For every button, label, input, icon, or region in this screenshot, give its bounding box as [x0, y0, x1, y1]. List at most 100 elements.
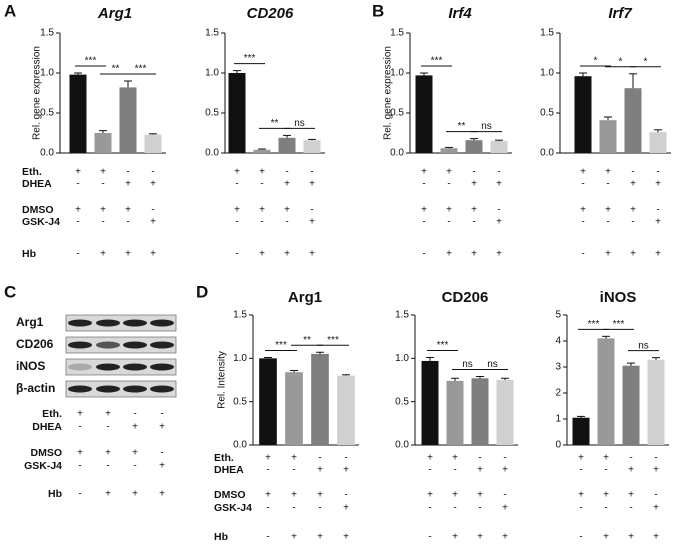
- treatment-sign: +: [427, 490, 433, 501]
- bar: [446, 380, 464, 445]
- treatment-sign: -: [428, 532, 431, 543]
- y-tick-label: 1.5: [205, 28, 219, 39]
- bar: [465, 140, 483, 153]
- treatment-sign: -: [76, 179, 79, 190]
- chart-title: iNOS: [600, 289, 637, 306]
- y-tick-label: 0.5: [395, 396, 409, 407]
- treatment-sign: -: [497, 167, 500, 178]
- bar: [278, 137, 296, 153]
- treatment-sign: +: [150, 217, 156, 228]
- y-tick-label: 4: [555, 336, 561, 347]
- y-tick-label: 1: [555, 414, 561, 425]
- treatment-sign: -: [631, 167, 634, 178]
- treatment-sign: -: [453, 465, 456, 476]
- significance-label: ns: [462, 359, 473, 370]
- treatment-sign: +: [628, 490, 634, 501]
- treatment-sign: -: [422, 249, 425, 260]
- treatment-sign: +: [628, 532, 634, 543]
- treatment-sign: -: [101, 217, 104, 228]
- y-tick-label: 3: [555, 362, 561, 373]
- treatment-sign: -: [260, 179, 263, 190]
- treatment-sign: +: [259, 167, 265, 178]
- blot-band: [96, 341, 120, 349]
- treatment-sign: -: [106, 422, 109, 433]
- treatment-sign: +: [628, 465, 634, 476]
- treatment-sign: +: [496, 179, 502, 190]
- y-tick-label: 5: [555, 310, 561, 321]
- treatment-sign: -: [126, 167, 129, 178]
- treatment-sign: +: [630, 205, 636, 216]
- treatment-label: Hb: [22, 248, 36, 260]
- treatment-sign: +: [578, 453, 584, 464]
- treatment-sign: -: [344, 490, 347, 501]
- treatment-sign: -: [235, 249, 238, 260]
- treatment-label: Eth.: [214, 452, 234, 464]
- treatment-sign: +: [477, 465, 483, 476]
- treatment-sign: -: [318, 453, 321, 464]
- significance-label: ***: [327, 335, 339, 346]
- blot-band: [123, 341, 147, 349]
- significance-label: *: [594, 56, 598, 67]
- treatment-sign: +: [421, 205, 427, 216]
- treatment-sign: -: [629, 453, 632, 464]
- treatment-sign: +: [265, 490, 271, 501]
- treatment-sign: -: [579, 503, 582, 514]
- significance-label: ns: [294, 118, 305, 129]
- blot-band: [150, 319, 174, 327]
- treatment-sign: +: [259, 249, 265, 260]
- treatment-label: DMSO: [214, 489, 246, 501]
- panel-letter: C: [4, 282, 16, 301]
- treatment-label: Eth.: [42, 408, 62, 420]
- treatment-sign: +: [502, 532, 508, 543]
- bar: [415, 75, 433, 153]
- treatment-sign: +: [234, 205, 240, 216]
- bar: [471, 378, 489, 445]
- treatment-sign: +: [100, 205, 106, 216]
- treatment-sign: +: [77, 409, 83, 420]
- y-tick-label: 1.5: [540, 28, 554, 39]
- treatment-sign: -: [260, 217, 263, 228]
- y-tick-label: 0.5: [205, 108, 219, 119]
- significance-label: ***: [275, 340, 287, 351]
- blot-strip: [65, 380, 177, 398]
- y-tick-label: 1.0: [390, 68, 404, 79]
- treatment-sign: -: [310, 205, 313, 216]
- significance-label: ***: [431, 56, 443, 67]
- treatment-sign: +: [603, 453, 609, 464]
- treatment-sign: -: [606, 217, 609, 228]
- treatment-sign: -: [422, 217, 425, 228]
- treatment-sign: +: [630, 179, 636, 190]
- bar: [337, 375, 355, 445]
- significance-label: **: [112, 64, 120, 75]
- treatment-sign: -: [422, 179, 425, 190]
- treatment-sign: -: [76, 249, 79, 260]
- treatment-sign: +: [105, 409, 111, 420]
- blot-band: [123, 385, 147, 393]
- blot-label: β-actin: [16, 381, 55, 395]
- treatment-sign: -: [133, 461, 136, 472]
- treatment-label: DHEA: [32, 421, 62, 433]
- treatment-sign: +: [605, 249, 611, 260]
- treatment-sign: +: [132, 448, 138, 459]
- treatment-sign: +: [105, 448, 111, 459]
- treatment-sign: +: [603, 490, 609, 501]
- y-tick-label: 1.0: [233, 353, 247, 364]
- panel-letter: D: [196, 282, 208, 301]
- bar: [572, 417, 590, 445]
- treatment-sign: +: [477, 490, 483, 501]
- bar: [119, 87, 137, 153]
- treatment-sign: -: [428, 465, 431, 476]
- treatment-sign: +: [159, 461, 165, 472]
- bar: [647, 359, 665, 445]
- y-tick-label: 0.5: [40, 108, 54, 119]
- treatment-sign: +: [265, 453, 271, 464]
- significance-label: **: [271, 118, 279, 129]
- treatment-label: DHEA: [214, 464, 244, 476]
- y-tick-label: 1.0: [540, 68, 554, 79]
- treatment-sign: +: [284, 179, 290, 190]
- blot-label: iNOS: [16, 359, 45, 373]
- bar: [253, 149, 271, 153]
- treatment-sign: +: [605, 167, 611, 178]
- treatment-sign: +: [421, 167, 427, 178]
- treatment-sign: -: [310, 167, 313, 178]
